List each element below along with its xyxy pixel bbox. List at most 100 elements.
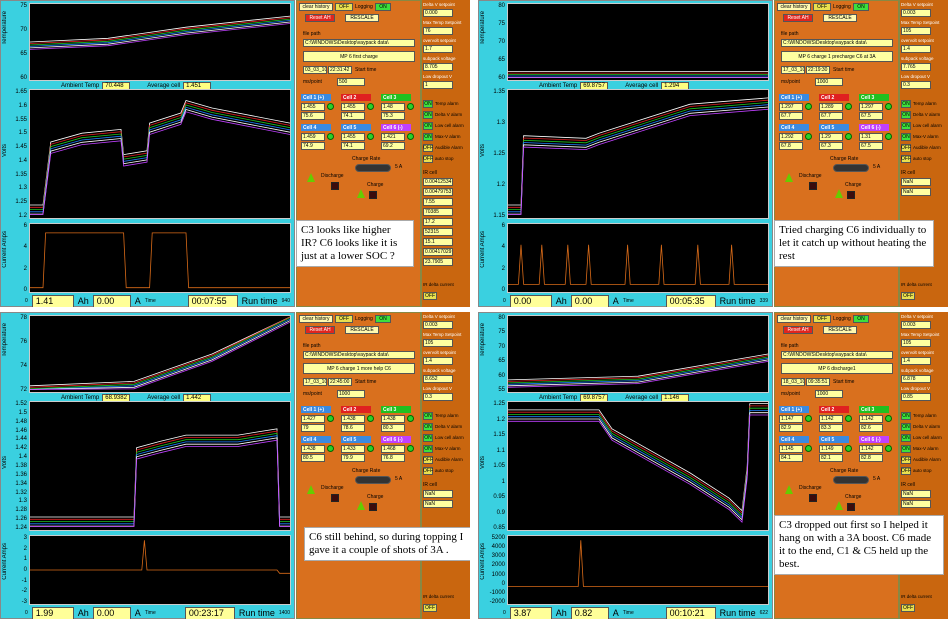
delta_v_setpoint-field[interactable]: 0.000 [423,9,453,17]
comment-field[interactable]: MP 6 charge 1 more help C6 [303,363,415,374]
discharge-button[interactable] [809,494,817,502]
alarm-toggle-3[interactable]: ON [901,133,911,141]
clear-history-button[interactable]: clear history [299,3,333,11]
alarm-toggle-2[interactable]: ON [901,434,911,442]
alarm-toggle-3[interactable]: ON [423,445,433,453]
alarm-toggle-4[interactable]: OFF [423,144,433,152]
low_dropout_v-field[interactable]: 1 [423,81,453,89]
alarm-toggle-1[interactable]: ON [901,423,911,431]
volts-tick: 1.24 [15,525,27,531]
subpack_voltage-field[interactable]: 8.652 [423,375,453,383]
ms-point-field[interactable]: 1000 [337,390,365,398]
charge-rate-slider[interactable] [833,476,869,484]
ms-point-field[interactable]: 1000 [815,78,843,86]
charge-rate-slider[interactable] [355,476,391,484]
subpack_voltage-field[interactable]: 6.878 [901,375,931,383]
max_temp_setpoint-field[interactable]: 76 [423,27,453,35]
alarm-toggle-4[interactable]: OFF [423,456,433,464]
discharge-button[interactable] [809,182,817,190]
voltage-plot [29,401,291,531]
amps-label: A [134,296,141,306]
rescale-button[interactable]: RESCALE [345,14,379,22]
charge-button[interactable] [847,503,855,511]
clear-history-toggle[interactable]: OFF [335,3,353,11]
clear-history-toggle[interactable]: OFF [813,315,831,323]
charge-button[interactable] [847,191,855,199]
alarm-toggle-1[interactable]: ON [423,423,433,431]
clear-max-toggle[interactable]: OFF [423,604,437,612]
rescale-button[interactable]: RESCALE [345,326,379,334]
low_dropout_v-field[interactable]: 0.85 [901,393,931,401]
discharge-button[interactable] [331,494,339,502]
rescale-button[interactable]: RESCALE [823,14,857,22]
max_temp_setpoint-field[interactable]: 105 [901,27,931,35]
reset-ah-button[interactable]: Reset AH [783,14,813,22]
alarm-toggle-2[interactable]: ON [423,122,433,130]
max_temp_setpoint-field[interactable]: 105 [423,339,453,347]
discharge-button[interactable] [331,182,339,190]
alarm-toggle-0[interactable]: ON [423,100,433,108]
clear-history-toggle[interactable]: OFF [335,315,353,323]
alarm-toggle-1[interactable]: ON [423,111,433,119]
clear-max-toggle[interactable]: OFF [901,292,915,300]
alarm-toggle-3[interactable]: ON [423,133,433,141]
overvolt_setpoint-field[interactable]: 1.4 [901,45,931,53]
ms-point-field[interactable]: 500 [337,78,365,86]
logging-toggle[interactable]: ON [375,315,391,323]
comment-field[interactable]: MP 6 charge 1 precharge C6 at 3A [781,51,893,62]
alarm-toggle-4[interactable]: OFF [901,456,911,464]
file-path-field[interactable]: C:\WINDOWS\Desktop\vaypack data\ [303,351,415,359]
alarm-toggle-0[interactable]: ON [423,412,433,420]
alarm-toggle-3[interactable]: ON [901,445,911,453]
time-axis-label: Time [622,610,634,616]
alarm-toggle-5[interactable]: OFF [901,155,911,163]
overvolt_setpoint-field[interactable]: 1.4 [901,357,931,365]
charge-button[interactable] [369,503,377,511]
alarm-toggle-5[interactable]: OFF [423,155,433,163]
charge-rate-slider[interactable] [355,164,391,172]
clear-history-button[interactable]: clear history [299,315,333,323]
reset-ah-button[interactable]: Reset AH [305,326,335,334]
alarm-label-5: auto stop [435,156,454,161]
alarm-toggle-0[interactable]: ON [901,412,911,420]
alarm-toggle-0[interactable]: ON [901,100,911,108]
subpack_voltage-field[interactable]: 8.705 [423,63,453,71]
logging-toggle[interactable]: ON [375,3,391,11]
start-clock-field: 09:35:51 [806,378,830,386]
charge-button[interactable] [369,191,377,199]
overvolt_setpoint-field[interactable]: 1.4 [423,357,453,365]
reset-ah-button[interactable]: Reset AH [783,326,813,334]
comment-field[interactable]: MP 6 first charge [303,51,415,62]
logging-toggle[interactable]: ON [853,3,869,11]
max_temp_setpoint-field[interactable]: 105 [901,339,931,347]
clear-history-button[interactable]: clear history [777,315,811,323]
overvolt_setpoint-field[interactable]: 1.7 [423,45,453,53]
charge-rate-slider[interactable] [833,164,869,172]
ms-point-field[interactable]: 1000 [815,390,843,398]
delta_v_setpoint-field[interactable]: 0.003 [901,9,931,17]
alarm-toggle-5[interactable]: OFF [423,467,433,475]
alarm-toggle-2[interactable]: ON [423,434,433,442]
rescale-button[interactable]: RESCALE [823,326,857,334]
low_dropout_v-field[interactable]: 0.3 [901,81,931,89]
alarm-toggle-4[interactable]: OFF [901,144,911,152]
clear-max-toggle[interactable]: OFF [423,292,437,300]
clear-max-toggle[interactable]: OFF [901,604,915,612]
delta_v_setpoint-field[interactable]: 0.003 [901,321,931,329]
comment-field[interactable]: MP 6 discharge1 [781,363,893,374]
reset-ah-button[interactable]: Reset AH [305,14,335,22]
delta_v_setpoint-field[interactable]: 0.003 [423,321,453,329]
file-path-field[interactable]: C:\WINDOWS\Desktop\vaypack data\ [781,39,893,47]
file-path-field[interactable]: C:\WINDOWS\Desktop\vaypack data\ [781,351,893,359]
alarm-toggle-5[interactable]: OFF [901,467,911,475]
logging-toggle[interactable]: ON [853,315,869,323]
low_dropout_v-label: Low dropout V [901,74,931,79]
alarm-toggle-2[interactable]: ON [901,122,911,130]
subpack_voltage-field[interactable]: 7.765 [901,63,931,71]
clear-history-button[interactable]: clear history [777,3,811,11]
file-path-field[interactable]: C:\WINDOWS\Desktop\vaypack data\ [303,39,415,47]
alarm-toggle-1[interactable]: ON [901,111,911,119]
low_dropout_v-field[interactable]: 0.3 [423,393,453,401]
cell-5-label: Cell 5 [341,436,371,443]
clear-history-toggle[interactable]: OFF [813,3,831,11]
